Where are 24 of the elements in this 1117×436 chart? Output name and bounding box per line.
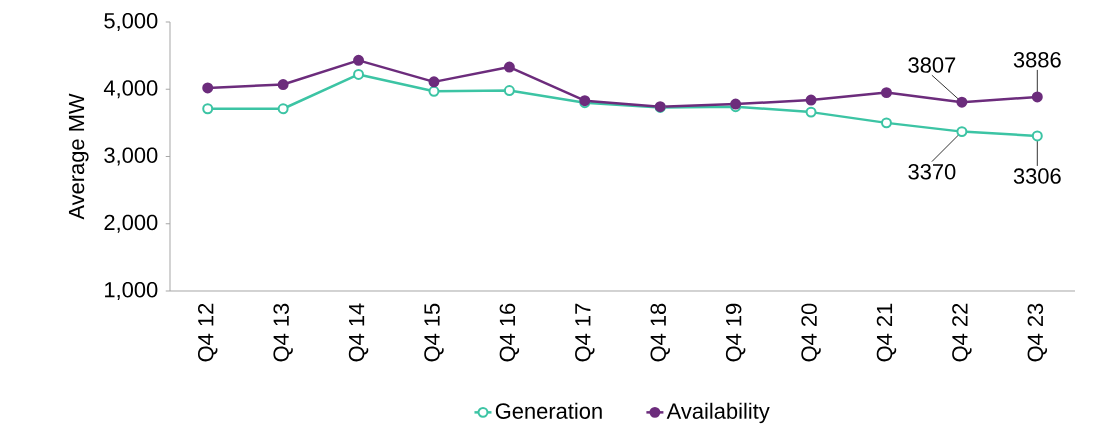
annotation: 3886 [1013,52,1061,68]
x-tick-label: Q4 18 [650,303,670,362]
x-tick-label: Q4 23 [1027,303,1048,362]
y-tick-label: 2,000 [104,214,158,233]
annotation: 3306 [1013,168,1061,184]
annotation: 3807 [908,57,956,73]
y-tick-label: 4,000 [103,80,158,99]
y-axis-title: Average MW [68,93,89,220]
annotation: 3370 [908,164,956,180]
y-tick-label: 1,000 [105,281,158,301]
x-tick-label: Q4 12 [197,303,218,362]
x-tick-label: Q4 20 [801,303,821,362]
legend-label: Availability [666,402,770,424]
x-tick-label: Q4 13 [273,303,293,362]
x-tick-label: Q4 19 [725,303,746,362]
x-tick-label: Q4 16 [499,303,520,362]
y-tick-label: 5,000 [104,12,158,32]
x-tick-label: Q4 21 [876,303,897,362]
y-tick-label: 3,000 [104,147,158,166]
x-tick-label: Q4 22 [952,303,972,362]
x-tick-label: Q4 14 [348,303,369,362]
legend-label: Generation [495,402,602,419]
x-tick-label: Q4 17 [575,303,595,362]
x-tick-label: Q4 15 [424,303,444,362]
